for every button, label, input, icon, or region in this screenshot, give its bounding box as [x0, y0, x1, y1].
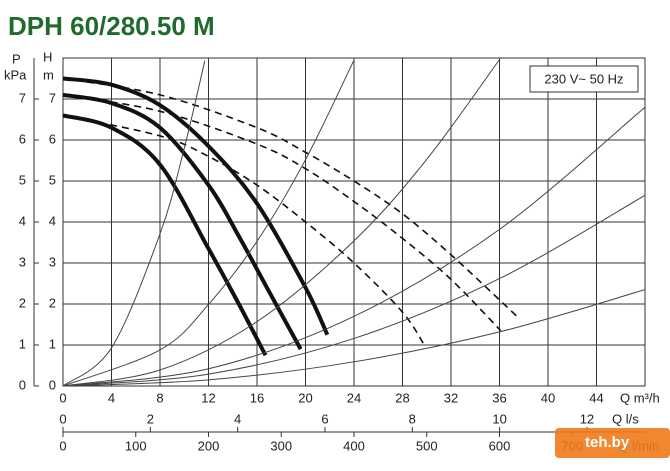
x-tick-label: 0: [59, 390, 66, 405]
x3-tick-label: 600: [489, 438, 511, 453]
x2-tick-label: 12: [580, 411, 594, 426]
y-axis-unit: m: [43, 67, 54, 82]
y-axis-title: H: [43, 49, 52, 64]
y-tick-label: 4: [49, 213, 56, 228]
y-tick-label: 0: [49, 377, 56, 392]
x3-tick-label: 300: [270, 438, 292, 453]
x2-tick-label: 2: [147, 411, 154, 426]
x2-tick-label: 0: [59, 411, 66, 426]
curve: [62, 76, 330, 336]
y2-tick-label: 1: [19, 336, 26, 351]
y2-tick-label: 0: [19, 377, 26, 392]
y-tick-label: 7: [49, 90, 56, 105]
y2-tick-label: 7: [19, 90, 26, 105]
x3-tick-label: 200: [198, 438, 220, 453]
y2-axis-unit: kPa: [4, 67, 27, 82]
x-tick-label: 36: [492, 390, 506, 405]
curve: [62, 289, 646, 387]
y2-tick-label: 4: [19, 213, 26, 228]
x-tick-label: 32: [444, 390, 458, 405]
watermark-badge: [555, 428, 670, 458]
x-axis-title: Q m³/h: [620, 390, 660, 405]
x-tick-label: 4: [108, 390, 115, 405]
x3-tick-label: 100: [125, 438, 147, 453]
x2-tick-label: 6: [321, 411, 328, 426]
y2-tick-label: 3: [19, 254, 26, 269]
x-tick-label: 20: [298, 390, 312, 405]
x3-tick-label: 0: [59, 438, 66, 453]
chart-title: DPH 60/280.50 M: [8, 11, 215, 41]
y2-tick-label: 5: [19, 172, 26, 187]
x-tick-label: 40: [541, 390, 555, 405]
y2-tick-label: 2: [19, 295, 26, 310]
curve: [62, 92, 303, 351]
dashed-curve: [62, 114, 427, 348]
y2-tick-label: 6: [19, 131, 26, 146]
y-tick-label: 1: [49, 336, 56, 351]
curve: [62, 106, 646, 387]
y-tick-label: 2: [49, 295, 56, 310]
x-tick-label: 16: [250, 390, 264, 405]
x-tick-label: 28: [395, 390, 409, 405]
x-tick-label: 8: [156, 390, 163, 405]
annotation: 230 V~ 50 Hz: [544, 71, 623, 86]
watermark: teh.by: [585, 434, 630, 451]
x3-tick-label: 400: [343, 438, 365, 453]
y-tick-label: 6: [49, 131, 56, 146]
x3-tick-label: 500: [416, 438, 438, 453]
curve: [62, 194, 646, 387]
x-tick-label: 44: [589, 390, 603, 405]
x-tick-label: 12: [201, 390, 215, 405]
annotation-box: [529, 65, 639, 93]
x-tick-label: 24: [347, 390, 361, 405]
dashed-curve: [62, 77, 520, 319]
y-tick-label: 3: [49, 254, 56, 269]
curve: [62, 113, 268, 357]
x2-axis-title: Q l/s: [612, 411, 639, 426]
curve: [62, 59, 355, 387]
curve: [62, 60, 206, 387]
curve: [62, 59, 500, 387]
x2-tick-label: 8: [409, 411, 416, 426]
x2-tick-label: 10: [492, 411, 506, 426]
y2-axis-title: P: [12, 51, 21, 66]
y-tick-label: 5: [49, 172, 56, 187]
dashed-curve: [62, 94, 502, 332]
x2-tick-label: 4: [234, 411, 241, 426]
